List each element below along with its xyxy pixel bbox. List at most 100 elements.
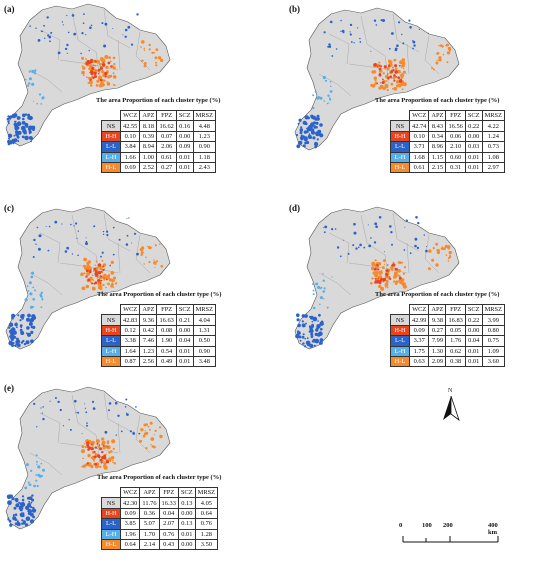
cell: 4.48 bbox=[192, 120, 217, 132]
col-header: WCZ bbox=[119, 303, 141, 316]
cluster-patch-lh bbox=[33, 484, 36, 488]
cluster-patch-hh bbox=[107, 61, 111, 65]
cluster-patch-lh bbox=[27, 84, 30, 87]
cluster-patch-hl bbox=[140, 428, 144, 432]
cluster-patch-ll bbox=[415, 216, 418, 219]
cluster-patch-ll bbox=[416, 246, 420, 250]
cluster-patch-hl bbox=[442, 53, 445, 56]
table-title: The area Proportion of each cluster type… bbox=[97, 474, 222, 481]
cluster-patch-hl bbox=[442, 45, 444, 47]
cluster-patch-hl bbox=[384, 83, 389, 88]
cluster-patch-ll bbox=[301, 320, 304, 323]
cluster-patch-ll bbox=[347, 252, 350, 255]
cluster-patch-lh bbox=[323, 298, 325, 300]
cluster-patch-hl bbox=[403, 282, 406, 284]
cluster-patch-hh bbox=[382, 277, 386, 282]
cluster-patch-hl bbox=[155, 64, 158, 67]
cluster-patch-hh bbox=[393, 74, 396, 77]
table-row: H-H 0.10 0.34 0.06 0.00 1.24 bbox=[390, 130, 506, 143]
cluster-patch-ll bbox=[384, 251, 385, 253]
cell: 0.12 bbox=[119, 324, 141, 337]
cluster-patch-hl bbox=[386, 67, 390, 71]
cell: 16.62 bbox=[156, 120, 177, 132]
cluster-patch-lh bbox=[40, 295, 43, 298]
table-row: H-H 0.09 0.27 0.05 0.00 0.80 bbox=[390, 324, 506, 337]
cluster-patch-hl bbox=[380, 270, 383, 272]
cluster-patch-ll bbox=[125, 398, 128, 401]
cluster-patch-ll bbox=[17, 130, 22, 135]
cluster-patch-hl bbox=[401, 58, 405, 62]
cell: 0.01 bbox=[464, 355, 483, 368]
cluster-patch-hh bbox=[389, 277, 392, 280]
table-row: NS 42.55 8.18 16.62 0.16 4.48 bbox=[101, 120, 217, 132]
cluster-patch-ll bbox=[33, 238, 36, 242]
cluster-patch-hh bbox=[386, 264, 389, 266]
cluster-patch-hl bbox=[87, 273, 90, 276]
col-header: SCZ bbox=[175, 303, 194, 316]
cell: 1.68 bbox=[408, 151, 430, 163]
cluster-patch-hh bbox=[373, 63, 377, 67]
cluster-patch-hh bbox=[109, 264, 112, 267]
cluster-patch-ll bbox=[7, 517, 10, 520]
cluster-patch-hl bbox=[88, 80, 93, 85]
cluster-patch-ll bbox=[22, 514, 25, 518]
cluster-patch-ll bbox=[375, 225, 378, 228]
cluster-patch-hl bbox=[87, 260, 92, 264]
cluster-patch-ll bbox=[368, 244, 372, 248]
north-label: N bbox=[448, 388, 453, 394]
cluster-patch-hl bbox=[85, 58, 87, 60]
panel-a: (a) The area Proportion of each cluster … bbox=[0, 0, 275, 200]
table-row: H-H 0.12 0.42 0.08 0.00 1.31 bbox=[101, 324, 217, 337]
cluster-patch-hh bbox=[98, 444, 101, 446]
cluster-patch-lh bbox=[312, 106, 315, 110]
cluster-patch-hl bbox=[380, 286, 385, 291]
cluster-patch-ll bbox=[19, 319, 22, 322]
cell: 0.00 bbox=[175, 324, 194, 337]
cluster-patch-hh bbox=[390, 70, 393, 74]
cluster-patch-hl bbox=[98, 72, 101, 74]
cluster-patch-hl bbox=[145, 431, 149, 435]
cell: 0.01 bbox=[177, 528, 196, 540]
cluster-patch-ll bbox=[412, 40, 414, 42]
cluster-patch-hl bbox=[105, 453, 107, 455]
cluster-patch-ll bbox=[20, 326, 23, 329]
cluster-patch-ll bbox=[77, 254, 79, 257]
cluster-patch-ll bbox=[304, 337, 306, 340]
table-row: L-H 1.64 1.23 0.54 0.01 0.90 bbox=[101, 345, 217, 357]
cluster-patch-hl bbox=[400, 82, 404, 87]
cluster-patch-hl bbox=[396, 80, 399, 82]
cluster-patch-ll bbox=[28, 322, 33, 326]
cluster-patch-ll bbox=[350, 41, 353, 43]
col-header: FPZ bbox=[158, 486, 179, 499]
cluster-patch-hl bbox=[381, 266, 385, 270]
cell: 1.09 bbox=[481, 345, 506, 357]
cluster-patch-ll bbox=[126, 234, 129, 237]
cluster-patch-hl bbox=[159, 434, 163, 439]
cluster-patch-hl bbox=[435, 242, 439, 246]
cluster-patch-hl bbox=[108, 74, 112, 78]
cluster-patch-ll bbox=[340, 19, 342, 22]
cluster-patch-lh bbox=[319, 303, 321, 306]
cell: 1.31 bbox=[192, 324, 217, 337]
cluster-patch-hl bbox=[446, 51, 451, 55]
cluster-patch-hl bbox=[140, 46, 142, 48]
cluster-patch-hh bbox=[394, 64, 398, 68]
row-type: L-L bbox=[101, 141, 121, 153]
col-header: MRSZ bbox=[192, 109, 217, 122]
province-map bbox=[5, 3, 171, 147]
cluster-patch-ll bbox=[20, 502, 26, 507]
cluster-patch-lh bbox=[40, 474, 44, 478]
cluster-patch-hl bbox=[388, 59, 391, 63]
cluster-patch-hl bbox=[92, 270, 95, 273]
cluster-patch-ll bbox=[298, 118, 302, 122]
cluster-patch-ll bbox=[128, 217, 130, 219]
cluster-patch-hl bbox=[87, 265, 92, 270]
cluster-patch-ll bbox=[133, 232, 137, 235]
cluster-patch-ll bbox=[302, 342, 305, 345]
cluster-table: WCZ APZ FPZ SCZ MRSZ NS 42.55 8.18 16.62 0.… bbox=[101, 109, 217, 174]
cluster-patch-ll bbox=[310, 130, 316, 135]
cluster-patch-ll bbox=[343, 239, 345, 241]
cluster-patch-ll bbox=[18, 345, 20, 347]
cluster-patch-hh bbox=[94, 281, 98, 285]
cell: 0.04 bbox=[158, 507, 179, 520]
